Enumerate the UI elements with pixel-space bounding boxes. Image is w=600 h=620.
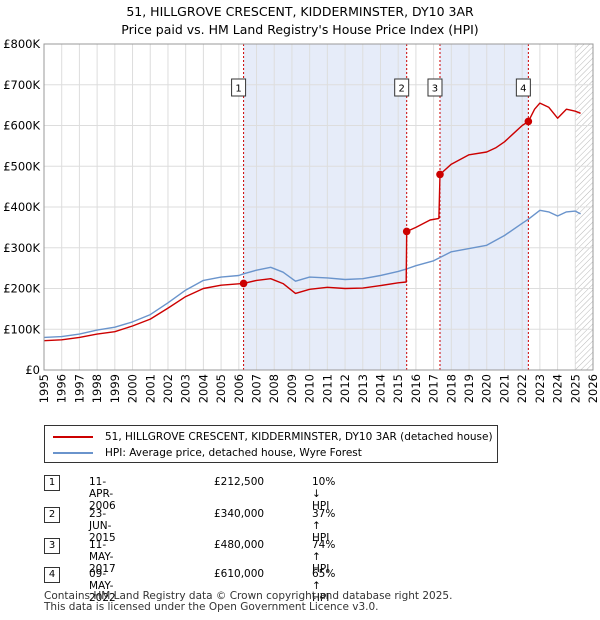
- legend-swatch-property: [53, 436, 93, 438]
- transaction-price: £610,000: [214, 568, 265, 580]
- x-tick-label: 2012: [338, 374, 352, 403]
- y-tick-label: £100K: [3, 322, 40, 336]
- transaction-hpi: 74% ↑ HPI: [312, 539, 336, 575]
- legend-label-property: 51, HILLGROVE CRESCENT, KIDDERMINSTER, D…: [105, 431, 493, 443]
- marker-label: 3: [432, 84, 438, 95]
- hpi-line: [44, 209, 581, 339]
- footer-copyright: Contains HM Land Registry data © Crown c…: [44, 590, 453, 602]
- legend: 51, HILLGROVE CRESCENT, KIDDERMINSTER, D…: [44, 425, 498, 463]
- x-tick-label: 2023: [533, 374, 547, 403]
- transaction-price: £340,000: [214, 508, 265, 520]
- sale-point: [436, 170, 444, 179]
- y-tick-label: £700K: [3, 78, 40, 92]
- x-tick-label: 2010: [303, 374, 317, 403]
- y-tick-label: £300K: [3, 241, 40, 255]
- marker-box: [515, 78, 531, 97]
- x-tick-label: 2011: [320, 374, 334, 403]
- transaction-number: 4: [44, 567, 60, 583]
- x-tick-label: 1999: [108, 374, 122, 403]
- y-tick-label: £400K: [3, 200, 40, 214]
- y-tick-label: £500K: [3, 159, 40, 173]
- x-tick-label: 2003: [179, 374, 193, 403]
- x-tick-label: 1996: [55, 374, 69, 403]
- marker-box: [231, 78, 247, 97]
- transaction-number: 2: [44, 507, 60, 523]
- x-tick-label: 2017: [427, 374, 441, 403]
- y-tick-label: £0: [25, 363, 40, 377]
- y-tick-label: £800K: [3, 37, 40, 51]
- transaction-date: 11-MAY-2017: [89, 539, 116, 575]
- transaction-date: 09-MAY-2022: [89, 568, 116, 604]
- x-tick-label: 2006: [232, 374, 246, 403]
- x-tick-label: 2022: [515, 374, 529, 403]
- legend-swatch-hpi: [53, 452, 93, 454]
- x-tick-label: 1997: [72, 374, 86, 403]
- legend-item-property: 51, HILLGROVE CRESCENT, KIDDERMINSTER, D…: [53, 430, 493, 444]
- x-tick-label: 2013: [356, 374, 370, 403]
- marker-label: 4: [520, 84, 526, 95]
- transaction-hpi: 10% ↓ HPI: [312, 476, 336, 512]
- chart-subtitle: Price paid vs. HM Land Registry's House …: [121, 22, 479, 37]
- x-tick-label: 2024: [551, 374, 565, 403]
- y-tick-label: £600K: [3, 119, 40, 133]
- x-tick-label: 2008: [267, 374, 281, 403]
- marker-label: 1: [235, 84, 241, 95]
- y-tick-label: £200K: [3, 282, 40, 296]
- transaction-date: 11-APR-2006: [89, 476, 116, 512]
- legend-item-hpi: HPI: Average price, detached house, Wyre…: [53, 446, 362, 460]
- transaction-price: £212,500: [214, 476, 265, 488]
- x-tick-label: 2018: [444, 374, 458, 403]
- x-tick-label: 2001: [143, 374, 157, 403]
- x-tick-label: 2004: [196, 374, 210, 403]
- x-tick-label: 2014: [373, 374, 387, 403]
- x-tick-label: 2000: [126, 374, 140, 403]
- sale-point: [524, 117, 533, 126]
- legend-label-hpi: HPI: Average price, detached house, Wyre…: [105, 447, 362, 459]
- price-chart: 1 2 3 4 £0 £100K £200K £300K £400K £500K £600K £700…: [3, 37, 600, 403]
- footer-licence: This data is licensed under the Open Gov…: [44, 601, 379, 613]
- marker-box: [427, 78, 443, 97]
- x-tick-label: 2021: [497, 374, 511, 403]
- transaction-number: 1: [44, 475, 60, 491]
- chart-title: 51, HILLGROVE CRESCENT, KIDDERMINSTER, D…: [126, 4, 474, 19]
- x-tick-label: 2009: [285, 374, 299, 403]
- transaction-number: 3: [44, 538, 60, 554]
- x-tick-label: 2025: [568, 374, 582, 403]
- marker-box: [394, 78, 410, 97]
- transaction-hpi: 65% ↑ HPI: [312, 568, 336, 604]
- x-tick-label: 2026: [586, 374, 600, 403]
- x-tick-label: 2020: [480, 374, 494, 403]
- x-tick-label: 2005: [214, 374, 228, 403]
- transaction-hpi: 37% ↑ HPI: [312, 508, 336, 544]
- x-tick-label: 2007: [250, 374, 264, 403]
- x-tick-label: 2016: [409, 374, 423, 403]
- x-tick-label: 1998: [90, 374, 104, 403]
- sale-point: [402, 227, 411, 236]
- sale-point: [239, 279, 248, 288]
- x-tick-label: 2015: [391, 374, 405, 403]
- transaction-date: 23-JUN-2015: [89, 508, 116, 544]
- x-tick-label: 2019: [462, 374, 476, 403]
- plot-frame: [43, 43, 594, 371]
- transaction-price: £480,000: [214, 539, 265, 551]
- marker-label: 2: [399, 84, 405, 95]
- x-tick-label: 2002: [161, 374, 175, 403]
- x-tick-label: 1995: [37, 374, 51, 403]
